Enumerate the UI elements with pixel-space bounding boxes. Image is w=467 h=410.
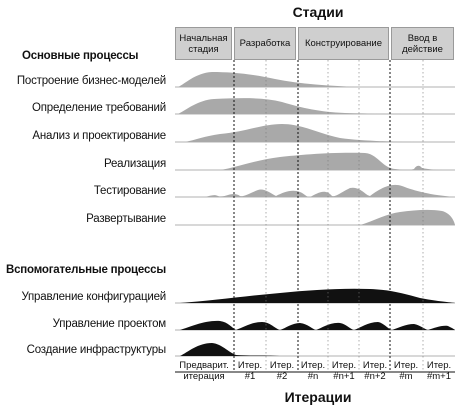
curve-infrastructure [180,343,280,356]
curve-analysis-design [185,124,455,142]
curve-deployment [360,209,455,225]
stages-title: Стадии [292,4,344,20]
process-project-management: Управление проектом [52,318,167,330]
curve-business-modeling [178,72,455,87]
iteration-n: Итер. #n [300,360,326,382]
curve-project-management [180,320,455,330]
support-processes-heading: Вспомогательные процессы [6,264,166,276]
phase-transition: Ввод в действие [391,27,454,60]
process-configuration-management: Управление конфигурацией [21,291,166,303]
iteration-1: Итер. #1 [237,360,263,382]
curve-implementation [220,152,455,170]
core-processes-heading: Основные процессы [22,50,139,62]
curve-requirements [178,98,455,114]
process-infrastructure: Создание инфраструктуры [26,344,167,356]
iteration-2: Итер. #2 [269,360,295,382]
phase-elaboration: Разработка [234,27,296,60]
iterations-title: Итерации [284,389,352,405]
phase-construction: Конструирование [298,27,389,60]
iteration-preliminary: Предварит. итерация [179,360,229,382]
iteration-n-plus-1: Итер. #n+1 [331,360,357,382]
curve-configuration-management [180,288,455,303]
iteration-m-plus-1: Итер. #m+1 [426,360,452,382]
curve-testing [205,184,455,197]
process-implementation: Реализация [104,158,166,170]
process-business-modeling: Построение бизнес-моделей [16,75,166,87]
process-testing: Тестирование [93,185,166,197]
iteration-m: Итер. #m [393,360,419,382]
iteration-n-plus-2: Итер. #n+2 [362,360,388,382]
process-deployment: Развертывание [86,213,166,225]
phase-inception: Начальная стадия [175,27,232,60]
process-analysis-design: Анализ и проектирование [32,130,166,142]
process-requirements: Определение требований [32,102,166,114]
